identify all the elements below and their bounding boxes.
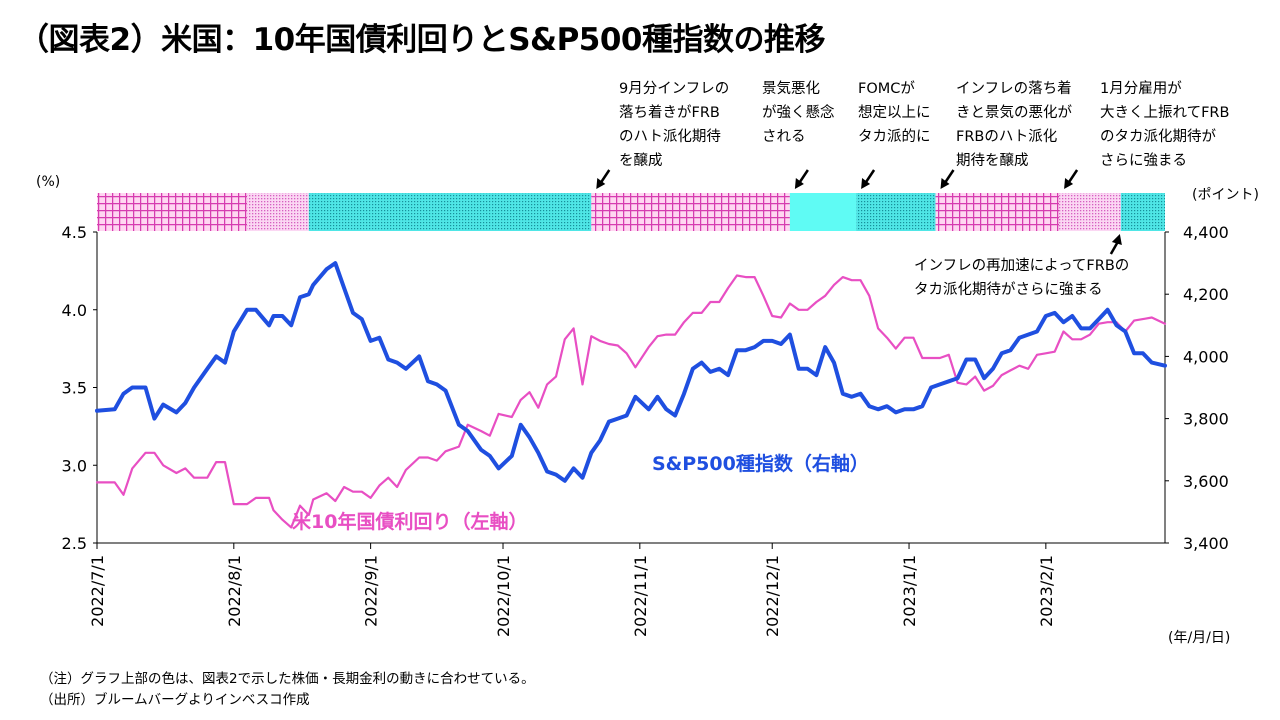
annotation-text: 大きく上振れてFRB: [1100, 104, 1229, 121]
annotation-text: が強く懸念: [762, 103, 835, 121]
right-tick-label: 3,600: [1183, 472, 1229, 491]
x-tick-label: 2023/1/1: [900, 555, 919, 627]
annotation-text: のタカ派化期待が: [1100, 128, 1216, 145]
left-tick-label: 4.0: [62, 301, 87, 320]
sp500-series-label: S&P500種指数（右軸）: [652, 452, 869, 475]
axes: 2.5 3.0 3.5 4.0 4.5 3,400 3,600 3,800 4,000 4,200…: [36, 174, 1259, 646]
x-tick-label: 2022/11/1: [631, 555, 650, 637]
x-tick-label: 2022/8/1: [225, 555, 244, 627]
right-axis-unit: (ポイント): [1192, 187, 1259, 203]
band-1: [97, 193, 248, 231]
right-tick-label: 4,400: [1183, 223, 1229, 242]
annotation-text: 景気悪化: [762, 80, 820, 97]
annotation-arrowhead: [794, 178, 804, 189]
annotation-text: タカ派的に: [858, 128, 931, 145]
right-tick-label: 4,000: [1183, 347, 1229, 366]
sp500-line: [95, 261, 1167, 483]
annotation-text: 想定以上に: [858, 104, 931, 121]
annotation-arrowhead: [1064, 178, 1074, 189]
left-tick-label: 3.5: [62, 379, 87, 398]
annotation-text: FOMCが: [858, 80, 915, 97]
x-tick-label: 2023/2/1: [1037, 555, 1056, 627]
left-axis-unit: (%): [36, 174, 60, 190]
band-3: [308, 193, 592, 231]
chart-note: （注）グラフ上部の色は、図表2で示した株価・長期金利の動きに合わせている。: [40, 671, 535, 687]
source-note: （出所）ブルームバーグよりインベスコ作成: [40, 692, 310, 708]
band-5: [789, 193, 857, 231]
band-9: [1120, 193, 1165, 231]
left-tick-label: 4.5: [62, 223, 87, 242]
annotation-text: さらに強まる: [1100, 152, 1187, 169]
annotation-arrowhead: [940, 178, 950, 189]
yield-line: [95, 274, 1167, 529]
annotation-arrowhead: [596, 178, 606, 189]
band-6: [856, 193, 936, 231]
annotation-text: インフレの再加速によってFRBの: [914, 257, 1129, 274]
annotation-text: のハト派化期待: [619, 128, 721, 145]
right-tick-label: 3,800: [1183, 410, 1229, 429]
chart-title: （図表2）米国：10年国債利回りとS&P500種指数の推移: [18, 22, 826, 58]
x-tick-label: 2022/12/1: [763, 555, 782, 637]
annotation-text: を醸成: [619, 152, 663, 169]
right-tick-label: 4,200: [1183, 285, 1229, 304]
x-tick-label: 2022/10/1: [494, 555, 513, 637]
annotation-text: される: [762, 128, 806, 145]
annotation-text: 落ち着きがFRB: [619, 104, 720, 121]
annotation-arrowhead: [1111, 234, 1122, 245]
series: [95, 261, 1167, 529]
left-tick-label: 3.0: [62, 456, 87, 475]
annotation-text: インフレの落ち着: [956, 80, 1072, 97]
left-tick-label: 2.5: [62, 534, 87, 553]
right-tick-label: 3,400: [1183, 534, 1229, 553]
x-tick-label: 2022/9/1: [362, 555, 381, 627]
yield-series-label: 米10年国債利回り（左軸）: [292, 510, 527, 533]
annotation-text: 期待を醸成: [956, 152, 1029, 169]
annotation-arrowhead: [861, 178, 871, 189]
annotation-text: タカ派化期待がさらに強まる: [914, 281, 1103, 298]
band-2: [247, 193, 309, 231]
band-8: [1059, 193, 1121, 231]
x-axis-unit: (年/月/日): [1168, 630, 1230, 646]
series-labels: 米10年国債利回り（左軸） S&P500種指数（右軸）: [292, 452, 869, 533]
annotation-text: きと景気の悪化が: [956, 104, 1072, 121]
band-7: [935, 193, 1060, 231]
x-tick-label: 2022/7/1: [88, 555, 107, 627]
annotation-text: 1月分雇用が: [1100, 80, 1182, 97]
market-phase-bands: [97, 193, 1165, 231]
band-4: [591, 193, 790, 231]
annotation-text: 9月分インフレの: [619, 80, 729, 97]
annotation-text: FRBのハト派化: [956, 128, 1057, 145]
